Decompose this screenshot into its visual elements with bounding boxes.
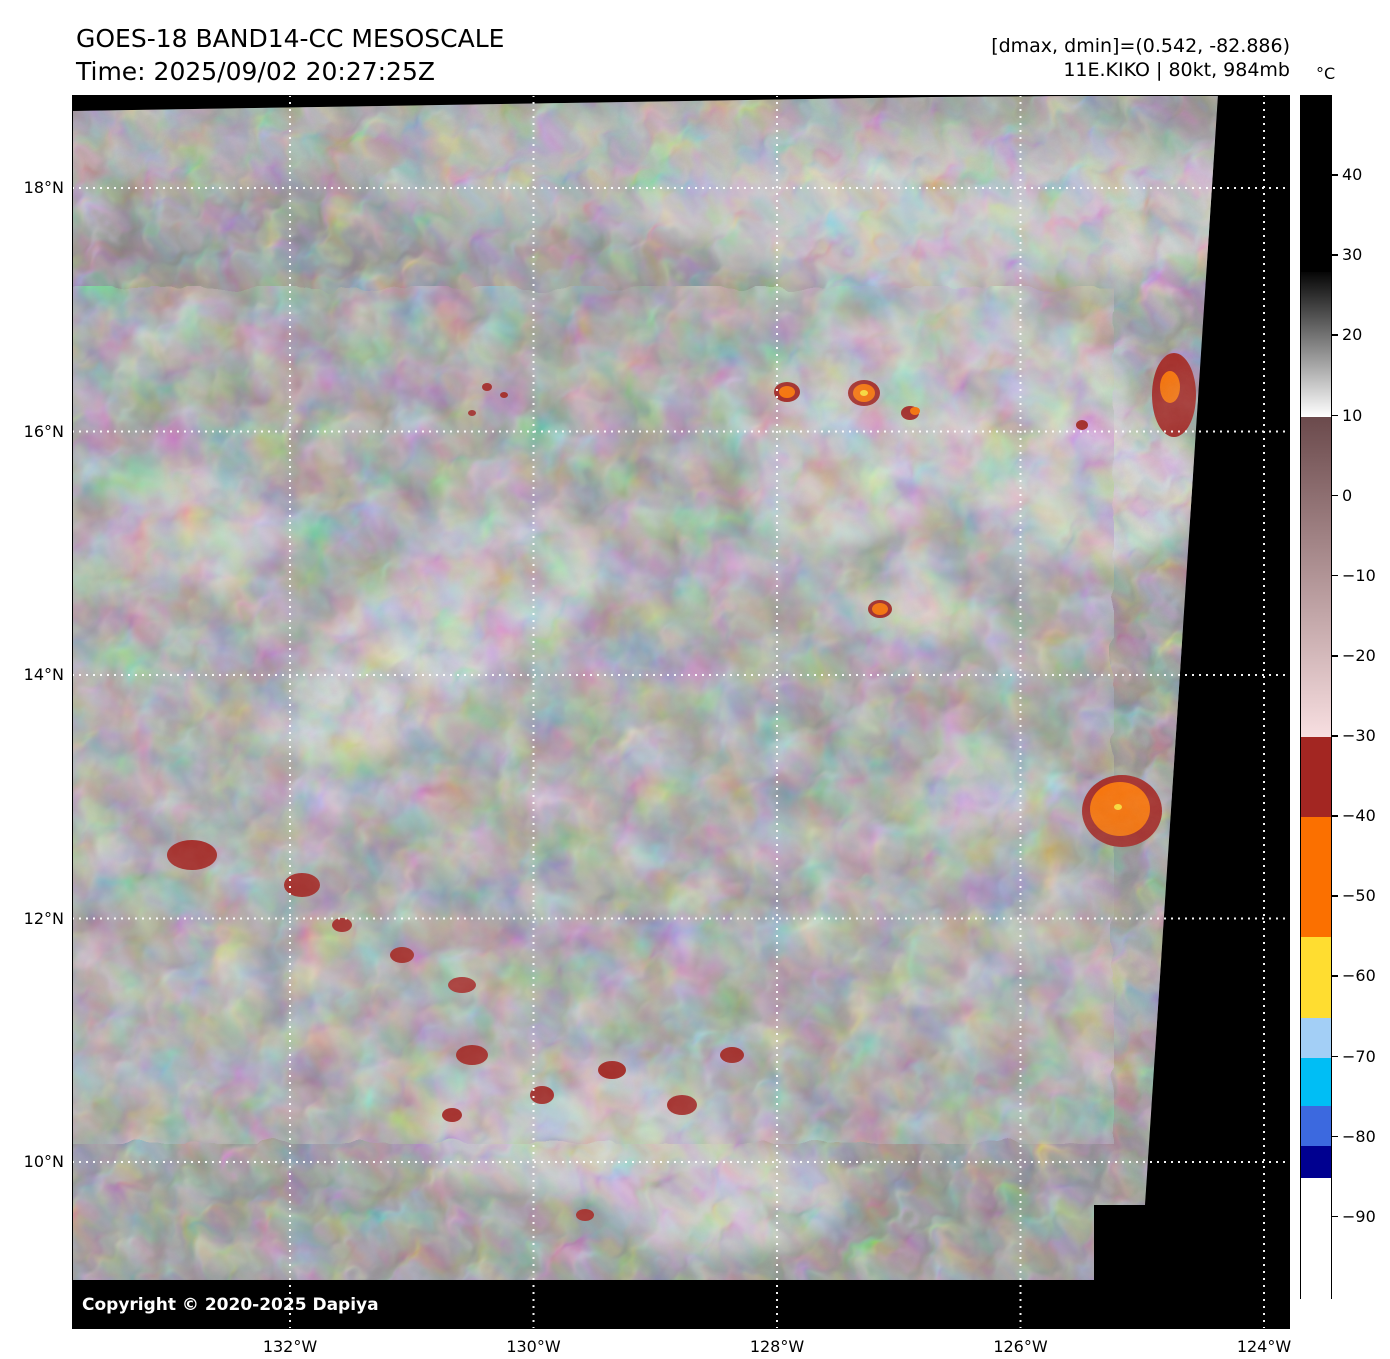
lon-tick-label: 128°W (749, 1337, 805, 1356)
colorbar-segment (1301, 416, 1331, 738)
colorbar-tick-label: −30 (1342, 726, 1376, 746)
axes-frame (72, 95, 1290, 1329)
colorbar-tick-label: −80 (1342, 1126, 1376, 1146)
colorbar-tick-label: −40 (1342, 806, 1376, 826)
colorbar-tick (1331, 174, 1338, 176)
lon-tick-label: 126°W (993, 1337, 1048, 1356)
colorbar-tick (1331, 414, 1338, 417)
colorbar-tick (1331, 735, 1338, 737)
colorbar-tick-label: 20 (1342, 325, 1363, 345)
colorbar-tick (1331, 1215, 1338, 1218)
colorbar-unit-label: °C (1316, 64, 1336, 83)
temperature-colorbar (1300, 95, 1332, 1299)
colorbar-tick-label: −60 (1342, 966, 1376, 986)
colorbar-tick (1331, 1135, 1338, 1138)
colorbar-tick-label: 30 (1342, 245, 1363, 265)
graticule (72, 95, 1290, 1329)
lat-tick-label: 10°N (23, 1152, 64, 1171)
cloud-field (72, 95, 1218, 1280)
lat-tick-label: 16°N (23, 421, 64, 441)
colorbar-tick (1331, 815, 1338, 817)
colorbar-segment (1301, 1017, 1331, 1059)
pixel-noise (72, 95, 1218, 1280)
colorbar-tick (1331, 1055, 1338, 1058)
colorbar-tick-label: −20 (1342, 645, 1376, 665)
satellite-map: Copyright © 2020-2025 Dapiya (72, 95, 1290, 1329)
colorbar-tick (1331, 895, 1338, 897)
colorbar-tick-label: 40 (1342, 165, 1363, 185)
colorbar-tick (1331, 574, 1338, 577)
colorbar-tick (1331, 975, 1338, 978)
storm-info: 11E.KIKO | 80kt, 984mb (1063, 59, 1290, 81)
colorbar-tick (1331, 254, 1338, 256)
figure-title-block: GOES-18 BAND14-CC MESOSCALE Time: 2025/0… (76, 22, 504, 88)
colorbar-segment (1301, 937, 1331, 1019)
lon-tick-label: 132°W (262, 1337, 318, 1356)
colorbar-segment (1301, 1177, 1331, 1299)
colorbar-segment (1301, 1145, 1331, 1179)
copyright-watermark: Copyright © 2020-2025 Dapiya (82, 1295, 379, 1315)
figure-title: GOES-18 BAND14-CC MESOSCALE (76, 24, 505, 53)
colorbar-segment (1301, 272, 1331, 418)
colorbar-segment (1301, 1057, 1331, 1107)
lon-tick-label: 130°W (506, 1337, 561, 1356)
colorbar-tick-label: 10 (1342, 405, 1363, 425)
colorbar-tick-label: −90 (1342, 1206, 1376, 1226)
satellite-imagery (72, 95, 1290, 1329)
dmax-dmin-readout: [dmax, dmin]=(0.542, -82.886) (991, 35, 1290, 57)
colorbar-tick (1331, 654, 1338, 657)
lat-tick-label: 12°N (23, 908, 64, 928)
colorbar-tick (1331, 494, 1338, 497)
colorbar-tick (1331, 334, 1338, 336)
colorbar-tick-label: −50 (1342, 886, 1376, 906)
colorbar-segment (1301, 96, 1331, 273)
colorbar-segment (1301, 737, 1331, 818)
figure-timestamp: Time: 2025/09/02 20:27:25Z (76, 57, 435, 86)
lat-tick-label: 14°N (23, 665, 64, 684)
colorbar-tick-label: 0 (1342, 485, 1353, 505)
lat-tick-label: 18°N (23, 178, 64, 197)
colorbar-segment (1301, 817, 1331, 938)
colorbar-tick-label: −70 (1342, 1046, 1376, 1066)
figure-stats-block: [dmax, dmin]=(0.542, -82.886) 11E.KIKO |… (991, 34, 1290, 82)
colorbar-tick-label: −10 (1342, 565, 1376, 585)
colorbar-segment (1301, 1105, 1331, 1147)
lon-tick-label: 124°W (1236, 1337, 1292, 1356)
